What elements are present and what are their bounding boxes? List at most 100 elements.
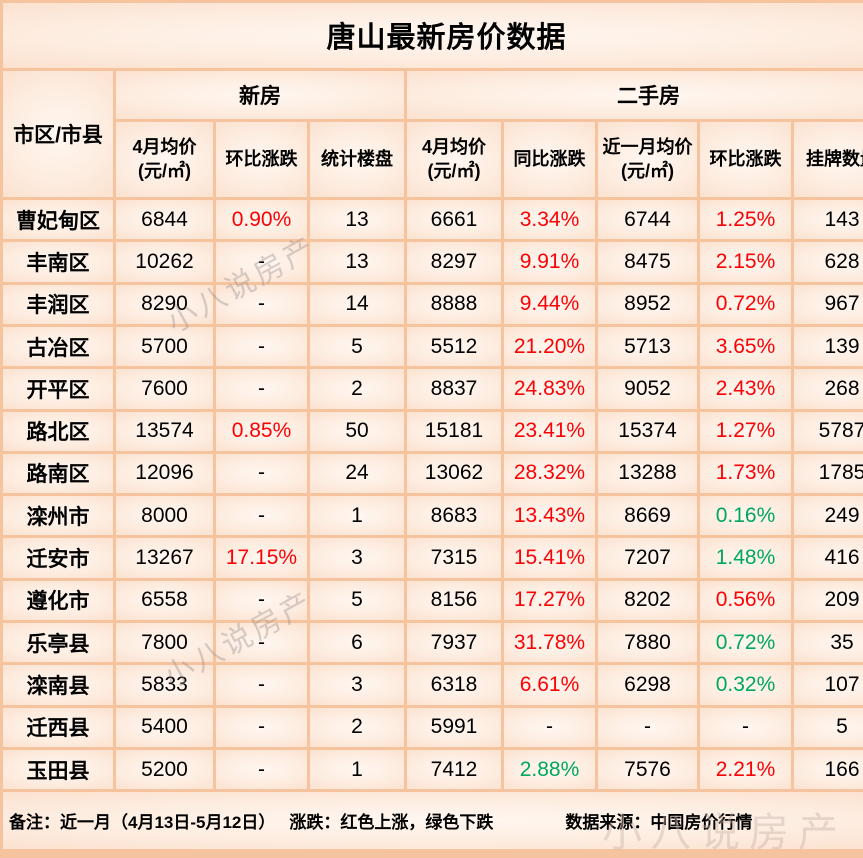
- data-cell: 13574: [116, 411, 213, 451]
- data-cell: 50: [310, 411, 404, 451]
- footer: 备注：近一月（4月13日-5月12日） 涨跌：红色上涨，绿色下跌 数据来源：中国…: [3, 808, 863, 833]
- data-cell: -: [216, 242, 307, 282]
- data-cell: 5833: [116, 665, 213, 705]
- data-cell: 139: [794, 326, 863, 367]
- data-cell: 13062: [407, 453, 501, 494]
- data-cell: 416: [794, 538, 863, 578]
- data-cell: 12096: [116, 453, 213, 494]
- data-cell: 3.65%: [700, 326, 791, 367]
- data-cell: 7800: [116, 623, 213, 663]
- data-cell: 15.41%: [504, 538, 595, 578]
- data-cell: 3: [310, 665, 404, 705]
- data-cell: 24.83%: [504, 369, 595, 409]
- data-cell: 9.44%: [504, 284, 595, 324]
- data-cell: -: [504, 707, 595, 747]
- data-cell: 7880: [598, 623, 697, 663]
- data-cell: 6844: [116, 199, 213, 240]
- data-cell: 8202: [598, 580, 697, 621]
- data-cell: 7412: [407, 750, 501, 790]
- data-cell: 8000: [116, 496, 213, 536]
- district-name: 开平区: [3, 369, 113, 409]
- table-row: 滦南县 5833-3 6318 6.61% 6298 0.32% 107: [3, 665, 863, 705]
- data-cell: 15181: [407, 411, 501, 451]
- data-cell: 5: [794, 707, 863, 747]
- district-name: 迁西县: [3, 707, 113, 747]
- title-row: 唐山最新房价数据: [3, 3, 863, 68]
- data-cell: 6.61%: [504, 665, 595, 705]
- data-cell: 1: [310, 496, 404, 536]
- table-row: 乐亭县 7800-6 7937 31.78% 7880 0.72% 35: [3, 623, 863, 663]
- data-cell: 8683: [407, 496, 501, 536]
- data-cell: 7600: [116, 369, 213, 409]
- data-cell: 3: [310, 538, 404, 578]
- footer-note-period: 备注：近一月（4月13日-5月12日）: [9, 813, 276, 833]
- data-cell: 13: [310, 242, 404, 282]
- data-cell: 8156: [407, 580, 501, 621]
- data-cell: 5787: [794, 411, 863, 451]
- data-cell: 6318: [407, 665, 501, 705]
- col-header-new-mom-change: 环比涨跌: [216, 121, 307, 197]
- data-cell: 2.21%: [700, 750, 791, 790]
- table-row: 迁安市 13267 17.15% 3 7315 15.41% 7207 1.48% 416: [3, 538, 863, 578]
- data-cell: 107: [794, 665, 863, 705]
- footer-row: 备注：近一月（4月13日-5月12日） 涨跌：红色上涨，绿色下跌 数据来源：中国…: [3, 792, 863, 849]
- data-cell: 7315: [407, 538, 501, 578]
- data-cell: -: [216, 284, 307, 324]
- data-cell: 14: [310, 284, 404, 324]
- col-header-used-mom-change: 环比涨跌: [700, 121, 791, 197]
- district-name: 丰南区: [3, 242, 113, 282]
- data-cell: 1.25%: [700, 199, 791, 240]
- data-cell: 0.32%: [700, 665, 791, 705]
- data-cell: 0.56%: [700, 580, 791, 621]
- data-cell: 5: [310, 580, 404, 621]
- data-cell: 10262: [116, 242, 213, 282]
- table-row: 丰润区 8290-14 8888 9.44% 8952 0.72% 967: [3, 284, 863, 324]
- data-cell: 5200: [116, 750, 213, 790]
- data-cell: 143: [794, 199, 863, 240]
- data-cell: 17.15%: [216, 538, 307, 578]
- data-cell: 5713: [598, 326, 697, 367]
- data-cell: 7576: [598, 750, 697, 790]
- district-name: 路南区: [3, 453, 113, 494]
- district-name: 滦州市: [3, 496, 113, 536]
- data-cell: 21.20%: [504, 326, 595, 367]
- data-cell: -: [216, 707, 307, 747]
- col-header-used-month-avg: 近一月均价(元/㎡): [598, 121, 697, 197]
- data-cell: -: [216, 665, 307, 705]
- data-cell: 1785: [794, 453, 863, 494]
- data-cell: -: [700, 707, 791, 747]
- data-cell: 24: [310, 453, 404, 494]
- data-cell: 2: [310, 369, 404, 409]
- data-cell: 628: [794, 242, 863, 282]
- data-cell: 13.43%: [504, 496, 595, 536]
- district-name: 玉田县: [3, 750, 113, 790]
- table-row: 迁西县 5400-2 5991- - -5: [3, 707, 863, 747]
- data-cell: 31.78%: [504, 623, 595, 663]
- footer-note-legend: 涨跌：红色上涨，绿色下跌: [289, 813, 494, 833]
- data-cell: 5400: [116, 707, 213, 747]
- col-header-new-avg-price: 4月均价 (元/㎡): [116, 121, 213, 197]
- data-cell: 6298: [598, 665, 697, 705]
- data-cell: 6661: [407, 199, 501, 240]
- data-cell: 0.72%: [700, 623, 791, 663]
- data-cell: 6: [310, 623, 404, 663]
- data-cell: 8888: [407, 284, 501, 324]
- data-cell: 0.16%: [700, 496, 791, 536]
- data-cell: 3.34%: [504, 199, 595, 240]
- table-row: 古冶区 5700-5 5512 21.20% 5713 3.65% 139: [3, 326, 863, 367]
- data-cell: 8669: [598, 496, 697, 536]
- table-row: 滦州市 8000-1 8683 13.43% 8669 0.16% 249: [3, 496, 863, 536]
- district-name: 丰润区: [3, 284, 113, 324]
- data-cell: 8475: [598, 242, 697, 282]
- data-cell: 15374: [598, 411, 697, 451]
- district-name: 曹妃甸区: [3, 199, 113, 240]
- data-cell: 0.72%: [700, 284, 791, 324]
- data-cell: -: [216, 326, 307, 367]
- data-cell: 2: [310, 707, 404, 747]
- group-header-second-hand: 二手房: [407, 70, 863, 119]
- data-cell: 1.48%: [700, 538, 791, 578]
- data-cell: 28.32%: [504, 453, 595, 494]
- table-row: 路北区 13574 0.85% 50 15181 23.41% 15374 1.27% 5787: [3, 411, 863, 451]
- table-row: 玉田县 5200-1 7412 2.88% 7576 2.21% 166: [3, 750, 863, 790]
